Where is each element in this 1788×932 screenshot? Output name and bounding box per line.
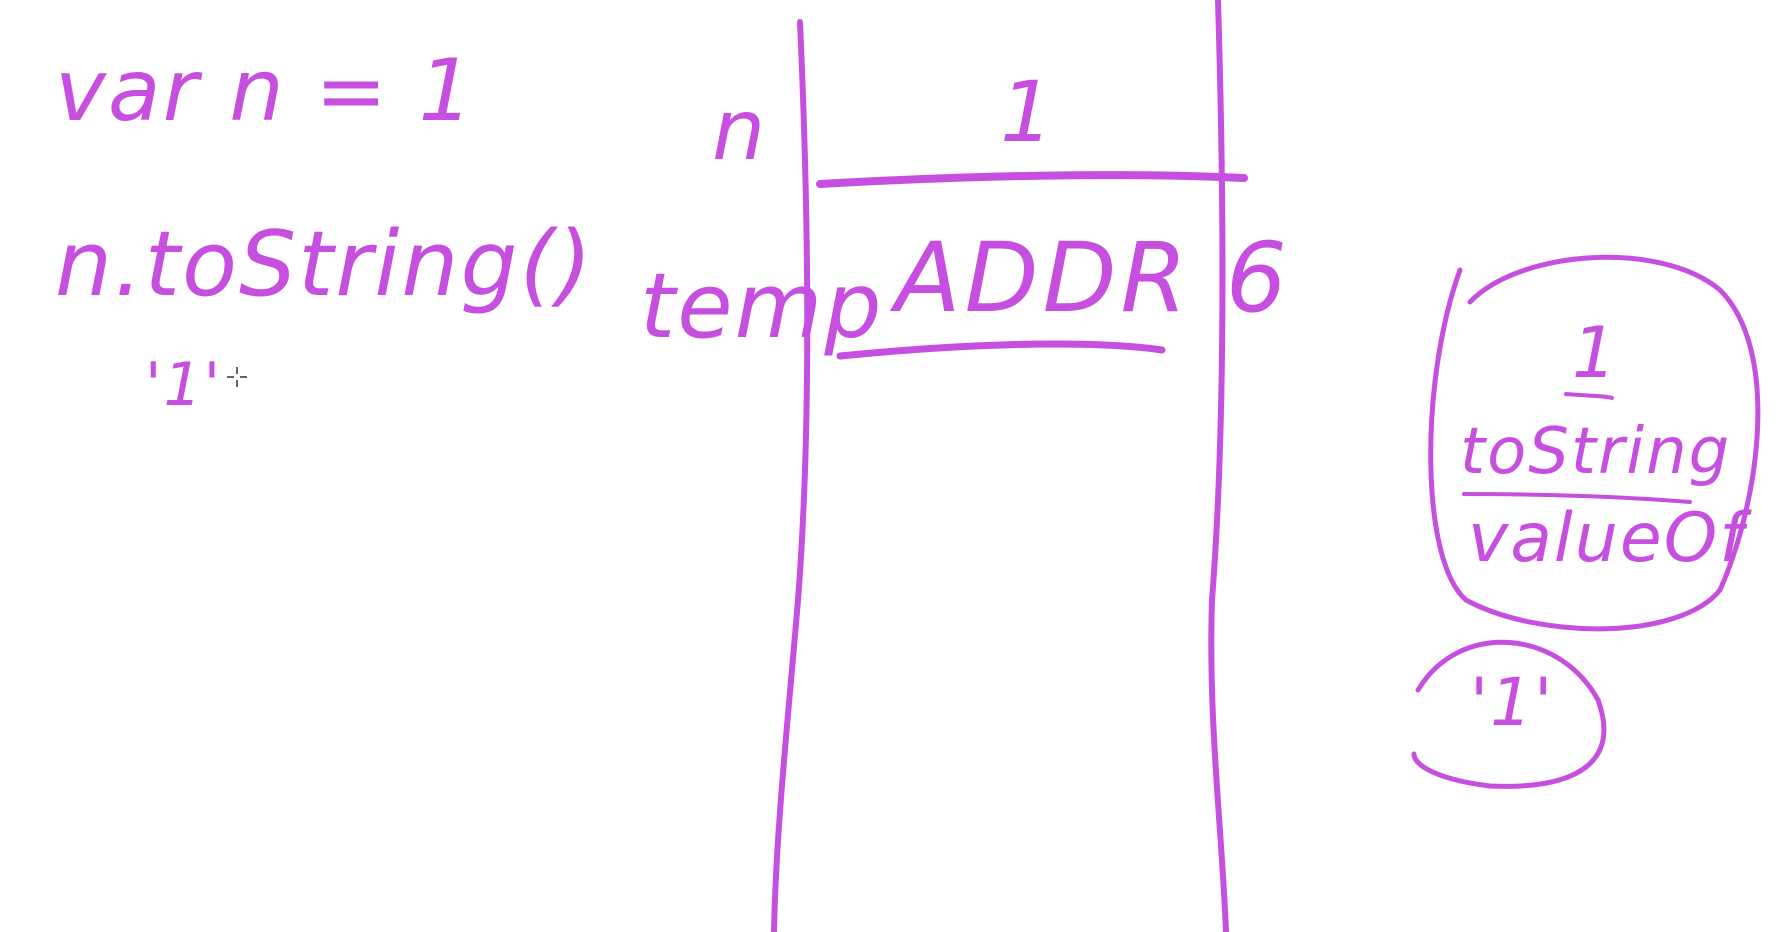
crosshair-cursor-icon bbox=[227, 367, 247, 387]
result-bubble-value: '1' bbox=[1470, 664, 1555, 741]
code-result-value: '1' bbox=[145, 350, 223, 420]
stack-variable-temp: temp bbox=[640, 254, 884, 359]
heap-object-method-tostring: toString bbox=[1460, 415, 1732, 489]
stack-row-divider-2 bbox=[836, 340, 1166, 360]
heap-value-underline bbox=[1564, 392, 1614, 400]
stack-value-temp: ADDR 6 bbox=[895, 222, 1291, 334]
result-bubble-outline bbox=[1411, 639, 1607, 789]
heap-object-value: 1 bbox=[1572, 312, 1619, 394]
stack-left-border bbox=[771, 19, 811, 932]
code-line-method-call: n.toString() bbox=[55, 212, 594, 317]
stack-variable-n: n bbox=[712, 81, 768, 179]
code-line-declaration: var n = 1 bbox=[55, 41, 476, 141]
heap-object-outline bbox=[1428, 254, 1761, 632]
heap-object-divider bbox=[1462, 492, 1692, 504]
stack-right-border bbox=[1208, 0, 1229, 932]
stack-value-n: 1 bbox=[1000, 63, 1056, 161]
heap-object-method-valueof: valueOf bbox=[1468, 499, 1746, 578]
stack-row-divider-1 bbox=[816, 171, 1248, 188]
